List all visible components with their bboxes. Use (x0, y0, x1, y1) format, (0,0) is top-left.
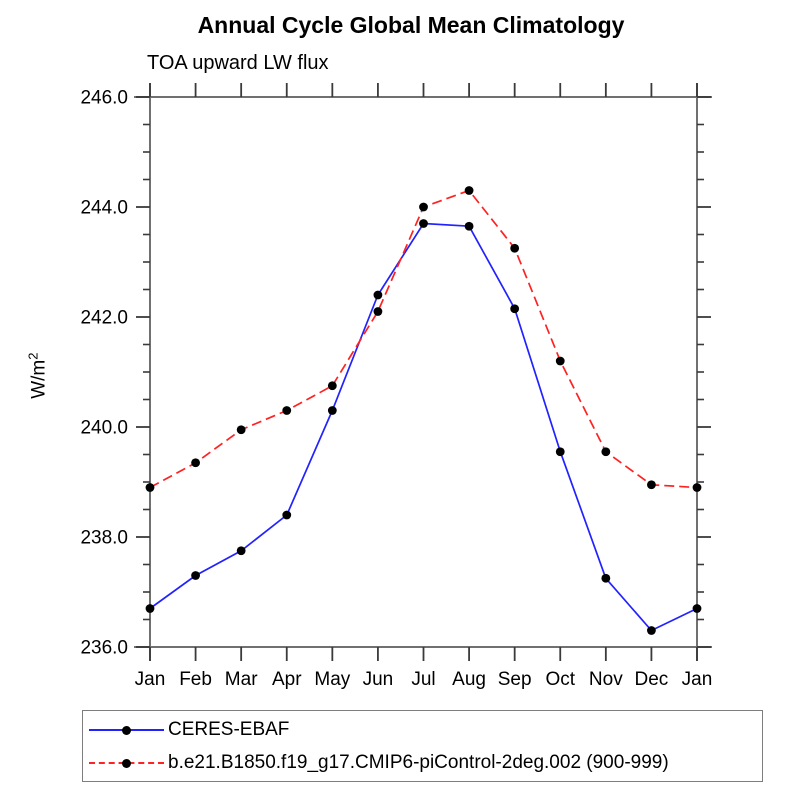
svg-text:Jul: Jul (411, 669, 435, 690)
marker-dot-icon (122, 758, 131, 768)
svg-text:236.0: 236.0 (80, 638, 128, 659)
series-line-0 (149, 222, 698, 632)
x-axis-ticks (149, 83, 698, 661)
legend-item-ceres-ebaf: CERES-EBAF (89, 716, 749, 744)
svg-text:Mar: Mar (225, 669, 258, 690)
legend: CERES-EBAF b.e21.B1850.f19_g17.CMIP6-piC… (82, 710, 763, 782)
svg-text:Feb: Feb (179, 669, 212, 690)
svg-text:Dec: Dec (635, 669, 669, 690)
svg-text:240.0: 240.0 (80, 418, 128, 439)
legend-label-model: b.e21.B1850.f19_g17.CMIP6-piControl-2deg… (168, 752, 669, 773)
series-line-1 (149, 189, 698, 489)
svg-text:Sep: Sep (498, 669, 532, 690)
svg-text:May: May (314, 669, 350, 690)
x-axis-labels: Jan Feb Mar Apr May Jun Jul Aug Sep Oct Nov Dec Jan (135, 669, 713, 690)
marker-dot-icon (122, 725, 131, 735)
svg-text:Nov: Nov (589, 669, 623, 690)
svg-text:Jun: Jun (363, 669, 394, 690)
legend-line-sample-solid (89, 716, 164, 744)
series-markers-0 (145, 219, 702, 635)
chart-title: Annual Cycle Global Mean Climatology (197, 12, 625, 38)
svg-text:244.0: 244.0 (80, 198, 128, 219)
svg-text:Apr: Apr (272, 669, 302, 690)
svg-text:Oct: Oct (545, 669, 575, 690)
y-axis-labels: 236.0 238.0 240.0 242.0 244.0 246.0 (80, 88, 128, 659)
svg-text:246.0: 246.0 (80, 88, 128, 109)
legend-line-sample-dashed (89, 749, 164, 777)
svg-text:238.0: 238.0 (80, 528, 128, 549)
svg-text:Aug: Aug (452, 669, 486, 690)
y-axis-ticks (136, 96, 711, 648)
axes-frame (134, 83, 712, 661)
svg-text:Jan: Jan (682, 669, 713, 690)
series-markers-1 (145, 186, 702, 492)
svg-text:Jan: Jan (135, 669, 166, 690)
legend-item-model: b.e21.B1850.f19_g17.CMIP6-piControl-2deg… (89, 749, 749, 777)
chart-subtitle: TOA upward LW flux (147, 52, 329, 74)
svg-text:242.0: 242.0 (80, 308, 128, 329)
legend-label-ceres-ebaf: CERES-EBAF (168, 719, 290, 740)
